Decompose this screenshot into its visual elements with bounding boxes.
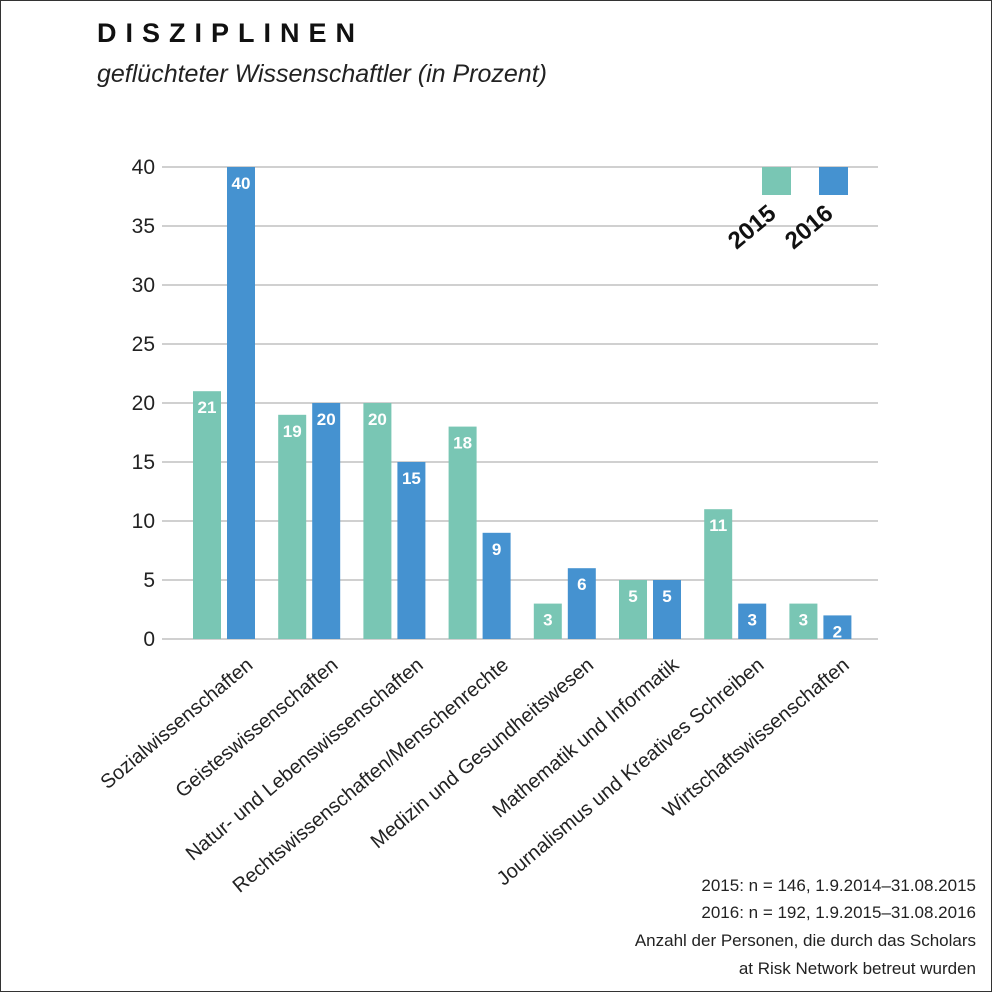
bar-value-label: 18	[453, 434, 472, 453]
footnote-2015: 2015: n = 146, 1.9.2014–31.08.2015	[701, 876, 976, 895]
y-tick-label: 20	[132, 392, 155, 415]
bar-2016-7	[738, 603, 767, 639]
bar-2016-6	[653, 580, 681, 639]
y-tick-label: 40	[132, 156, 155, 179]
bar-value-label: 2	[833, 622, 842, 641]
y-tick-label: 25	[132, 333, 155, 356]
x-category-label: Geisteswissenschaften	[172, 654, 343, 802]
bar-value-label: 6	[577, 575, 586, 594]
bar-value-label: 5	[628, 587, 637, 606]
bar-value-label: 19	[283, 422, 302, 441]
bar-2015-8	[789, 603, 818, 639]
y-tick-label: 35	[132, 215, 155, 238]
bar-value-label: 20	[368, 410, 387, 429]
bar-value-label: 3	[747, 611, 756, 630]
x-axis-category-labels: SozialwissenschaftenGeisteswissenschafte…	[97, 653, 854, 897]
bar-2015-5	[533, 603, 562, 639]
bar-2016-8	[823, 615, 852, 639]
legend-label-2015: 2015	[723, 200, 781, 255]
bar-value-label: 15	[402, 469, 421, 488]
y-tick-label: 0	[143, 628, 155, 651]
bar-2015-7	[704, 509, 733, 639]
bar-value-label: 9	[492, 540, 501, 559]
bar-value-label: 3	[799, 611, 808, 630]
bar-2015-6	[619, 580, 647, 639]
bars	[193, 167, 852, 639]
bar-2016-3	[397, 462, 426, 639]
y-tick-label: 30	[132, 274, 155, 297]
bar-value-label: 3	[543, 611, 552, 630]
bar-2016-5	[567, 568, 596, 639]
y-tick-label: 15	[132, 451, 155, 474]
footnote-description-line-2: at Risk Network betreut wurden	[738, 959, 976, 978]
footnote-2016: 2016: n = 192, 1.9.2015–31.08.2016	[701, 903, 976, 922]
bar-2015-2	[278, 414, 307, 639]
bar-value-label: 11	[709, 516, 727, 535]
grid-lines	[162, 166, 878, 640]
chart-subtitle: geflüchteter Wissenschaftler (in Prozent…	[97, 60, 547, 88]
bar-2016-4	[482, 532, 511, 639]
x-category-label: Sozialwissenschaften	[97, 654, 258, 794]
legend-swatch-2015	[762, 167, 791, 195]
legend-swatch-2016	[819, 167, 848, 195]
legend-label-2016: 2016	[780, 200, 838, 255]
y-tick-label: 5	[143, 569, 155, 592]
footnote-description-line-1: Anzahl der Personen, die durch das Schol…	[634, 931, 976, 950]
y-tick-label: 10	[132, 510, 155, 533]
y-axis-tick-labels: 0 5 10 15 20 25 30 35 40	[132, 156, 155, 651]
chart-title: DISZIPLINEN	[97, 18, 365, 48]
bar-2015-4	[448, 426, 477, 639]
bar-value-label: 40	[232, 174, 251, 193]
bar-2016-1	[227, 167, 255, 639]
bar-2016-2	[312, 403, 341, 639]
bar-value-label: 21	[198, 398, 217, 417]
bar-value-label: 20	[317, 410, 336, 429]
bar-2015-3	[363, 403, 392, 639]
bar-value-label: 5	[662, 587, 671, 606]
bar-2015-1	[193, 391, 221, 639]
